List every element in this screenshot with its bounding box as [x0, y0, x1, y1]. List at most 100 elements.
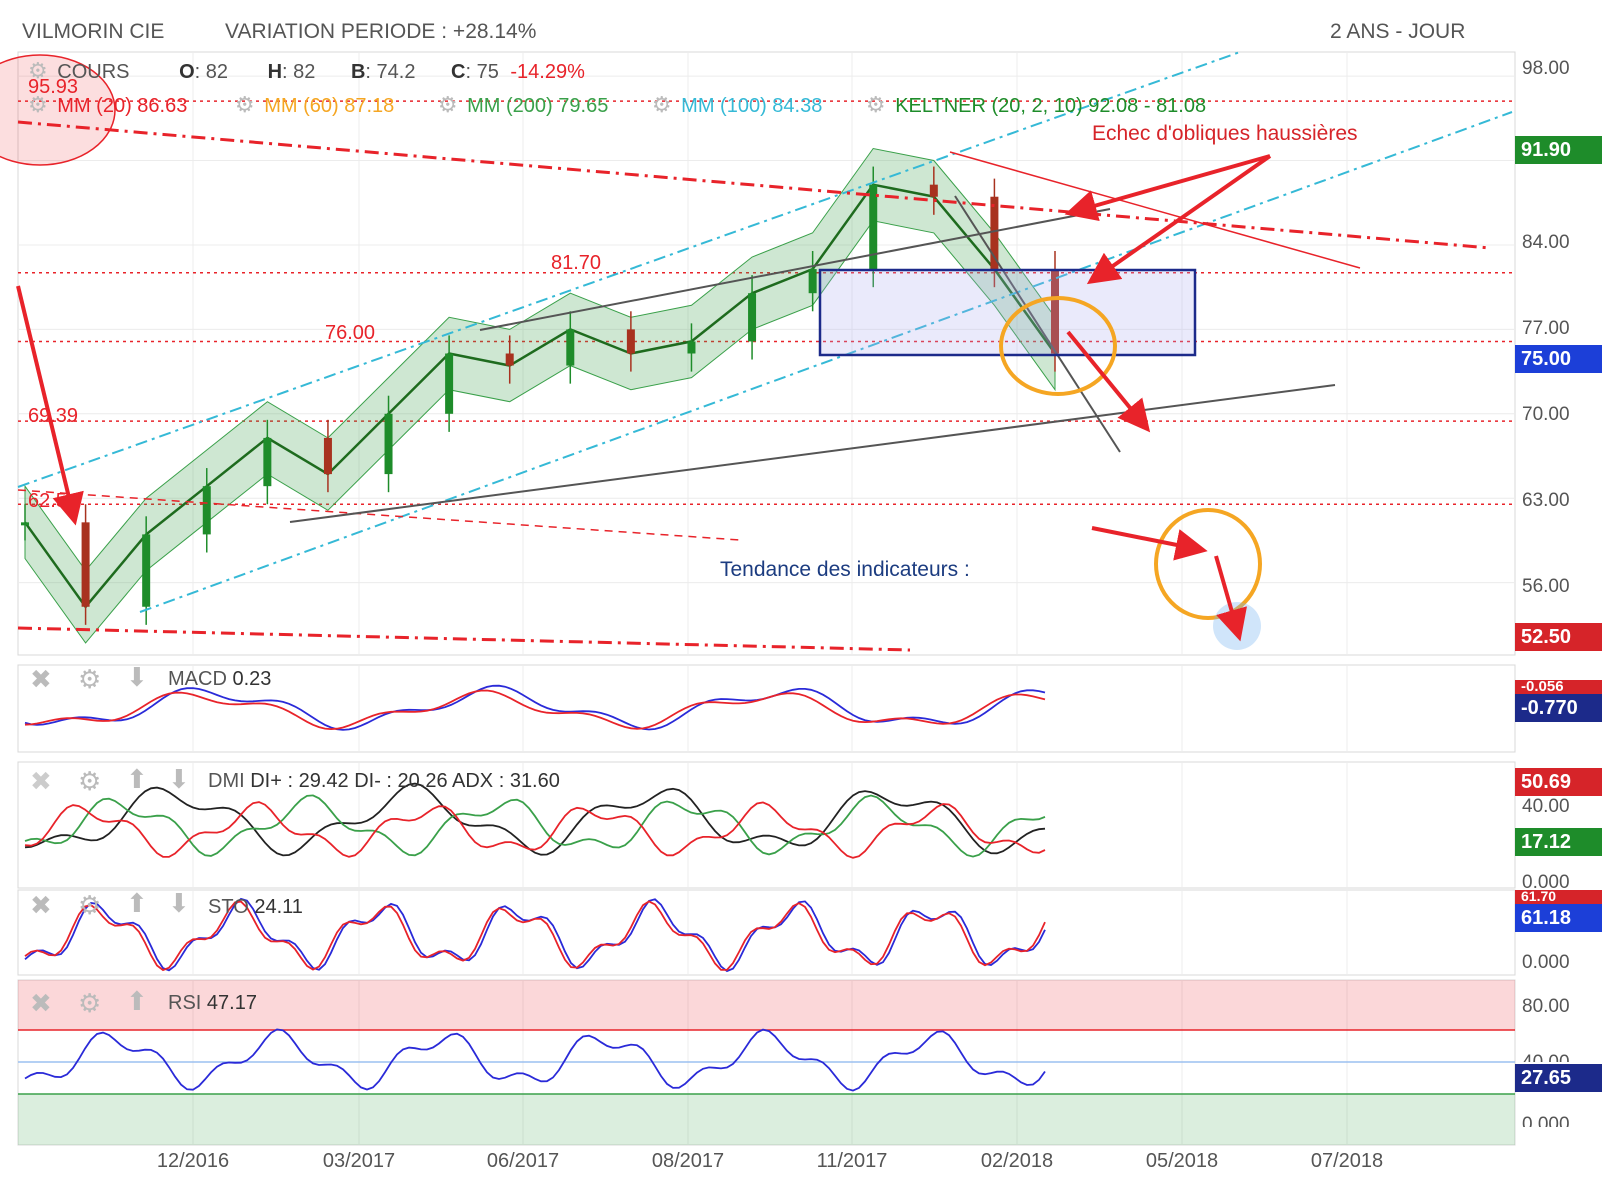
- keltner-band: [24, 147, 1056, 644]
- panel-frame: [17, 761, 1516, 889]
- arrow-down-icon[interactable]: ⬇: [126, 662, 148, 692]
- price-badge-red: 52.50: [1515, 623, 1602, 651]
- arrow-up-icon[interactable]: ⬆: [126, 888, 148, 918]
- red-arrow: [1214, 555, 1247, 642]
- close-icon[interactable]: ✖: [30, 766, 52, 796]
- gear-icon[interactable]: ⚙: [437, 92, 458, 117]
- rsi-oversold-zone: [18, 1094, 1515, 1145]
- sto-badge-top: 61.70: [1515, 889, 1602, 904]
- symbol-title: VILMORIN CIE: [22, 20, 165, 43]
- candle-body: [808, 269, 817, 294]
- arrow-up-icon[interactable]: ⬆: [126, 986, 148, 1016]
- red-arrow: [1066, 330, 1151, 433]
- candle-body: [566, 329, 575, 366]
- gear-icon[interactable]: ⚙: [78, 988, 102, 1018]
- macd-label: MACD 0.23: [168, 668, 272, 690]
- gear-icon[interactable]: ⚙: [78, 766, 102, 796]
- close-value: : 75: [465, 61, 499, 83]
- trend-line: [17, 489, 741, 541]
- arrow-down-icon[interactable]: ⬇: [168, 764, 190, 794]
- level-label-9593: 95.93: [28, 76, 79, 98]
- gear-icon[interactable]: ⚙: [28, 92, 48, 117]
- di-minus-line: [24, 801, 1046, 859]
- channel-line: [17, 51, 1241, 488]
- macd-badge: -0.770: [1515, 694, 1602, 722]
- x-tick: 12/2016: [156, 1150, 230, 1172]
- red-arrow: [16, 285, 84, 526]
- candle-body: [384, 413, 393, 475]
- di-plus-line: [24, 794, 1046, 858]
- variation-label: VARIATION PERIODE : +28.14%: [225, 20, 537, 43]
- sto-badge: 61.18: [1515, 904, 1602, 932]
- price-tick: 70.00: [1522, 404, 1570, 425]
- rsi-tick: 0.000: [1522, 1114, 1570, 1127]
- candle-body: [1051, 269, 1059, 354]
- dmi-tick: 40.00: [1522, 796, 1570, 817]
- gear-icon[interactable]: ⚙: [78, 664, 102, 694]
- close-icon[interactable]: ✖: [30, 988, 52, 1018]
- sto-tick: 0.000: [1522, 952, 1570, 973]
- level-label-625: 62.5: [28, 490, 67, 512]
- trend-line: [954, 195, 1121, 453]
- candle-body: [202, 486, 211, 535]
- rsi-line: [24, 1028, 1046, 1092]
- low-label: B: [350, 61, 366, 83]
- panel-frame: [17, 889, 1516, 976]
- resistance-line: [17, 120, 1491, 250]
- price-tick: 98.00: [1522, 58, 1570, 79]
- target-dot: [1213, 602, 1261, 650]
- arrow-down-icon[interactable]: ⬇: [168, 888, 190, 918]
- red-arrow: [1064, 154, 1271, 222]
- mm60-label: MM (60) 87.18: [264, 95, 395, 117]
- x-tick: 02/2018: [980, 1150, 1054, 1172]
- x-tick: 05/2018: [1145, 1150, 1219, 1172]
- annotation-tendance: Tendance des indicateurs :: [720, 558, 970, 581]
- gear-icon[interactable]: ⚙: [865, 92, 886, 117]
- price-tick: 56.00: [1522, 576, 1570, 597]
- mm20-label: MM (20) 86.63: [57, 95, 188, 117]
- gear-icon[interactable]: ⚙: [78, 890, 102, 920]
- trend-line: [949, 151, 1361, 269]
- cours-label: COURS: [57, 61, 130, 83]
- support-line: [17, 626, 911, 652]
- dmi-tick: 0.000: [1522, 872, 1570, 893]
- gear-icon[interactable]: ⚙: [28, 58, 48, 83]
- candle-body: [81, 522, 90, 607]
- sto-signal: [24, 900, 1046, 972]
- mm100-label: MM (100) 84.38: [681, 95, 823, 117]
- highlight-circle: [0, 54, 116, 166]
- annotation-echec: Echec d'obliques haussières: [1092, 122, 1358, 145]
- trend-line: [479, 208, 1111, 331]
- gear-icon[interactable]: ⚙: [234, 92, 255, 117]
- macd-badge-top: -0.056: [1515, 679, 1602, 696]
- period-label[interactable]: 2 ANS - JOUR: [1330, 20, 1466, 43]
- highlight-circle: [999, 296, 1117, 396]
- level-label-8170: 81.70: [551, 252, 602, 274]
- arrow-up-icon[interactable]: ⬆: [126, 764, 148, 794]
- trend-line: [289, 384, 1336, 523]
- open-label: O: [179, 61, 195, 83]
- candle-body: [142, 534, 151, 607]
- candle-body: [626, 329, 635, 354]
- price-line: [23, 183, 1057, 609]
- candle-body: [687, 341, 696, 354]
- x-tick: 03/2017: [322, 1150, 396, 1172]
- high-label: H: [267, 61, 283, 83]
- dmi-badge-red: 50.69: [1515, 768, 1602, 796]
- gear-icon[interactable]: ⚙: [651, 92, 672, 117]
- rsi-overbought-zone: [18, 980, 1515, 1030]
- level-label-7600: 76.00: [325, 322, 376, 344]
- red-arrow: [1086, 154, 1272, 285]
- candle-body: [869, 184, 878, 270]
- close-icon[interactable]: ✖: [30, 664, 52, 694]
- candle-body: [505, 353, 514, 366]
- candle-body: [445, 353, 454, 414]
- candle-body: [990, 196, 999, 270]
- close-label: C: [451, 61, 466, 83]
- candle-body: [929, 184, 938, 197]
- rsi-badge: 27.65: [1515, 1064, 1602, 1092]
- channel-line: [139, 111, 1513, 613]
- close-icon[interactable]: ✖: [30, 890, 52, 920]
- x-tick: 11/2017: [816, 1150, 888, 1172]
